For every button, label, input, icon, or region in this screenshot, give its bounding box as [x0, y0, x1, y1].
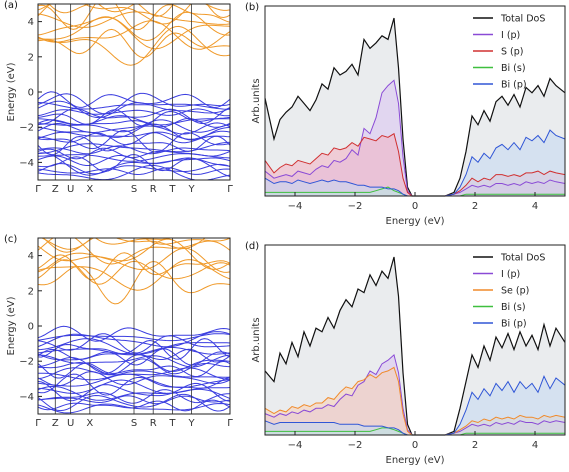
panel-label: (d)	[245, 241, 259, 252]
conduction-band	[48, 4, 230, 19]
panel-label: (c)	[4, 234, 17, 245]
dos-panel-d: −4 −2 0 2 4 Energy (eV) Arb.units (d) Total DoS I…	[245, 241, 566, 466]
kpoint-label: U	[67, 418, 74, 429]
y-tick-label: 4	[28, 17, 34, 28]
legend: Total DoS I (p) Se (p) Bi (s) Bi (p)	[473, 253, 545, 330]
dos-fill-0	[265, 257, 565, 435]
dos-line-2	[264, 366, 566, 436]
kpoint-label: T	[168, 418, 176, 429]
y-tick-label: 4	[28, 251, 34, 262]
legend-entry: Bi (p)	[501, 319, 527, 330]
x-tick-label: 2	[472, 440, 478, 451]
legend-entry: Total DoS	[500, 253, 545, 264]
kpoint-label: X	[86, 184, 93, 195]
y-tick-label: −4	[19, 392, 34, 403]
panel-label: (a)	[4, 0, 18, 11]
kpoint-label: Z	[52, 418, 59, 429]
y-tick-label: −2	[19, 123, 34, 134]
kpoint-label: Γ	[227, 184, 233, 195]
kpoint-label: T	[168, 184, 176, 195]
dos-line-4	[264, 375, 566, 436]
y-tick-label: −4	[19, 158, 34, 169]
y-tick-label: 2	[28, 286, 34, 297]
panel-label: (b)	[245, 2, 259, 13]
y-axis-label: Energy (eV)	[6, 296, 17, 355]
x-tick-label: −4	[288, 201, 303, 212]
dos-panel-b: −4 −2 0 2 4 Energy (eV) Arb.units (b) Total DoS I…	[245, 2, 566, 227]
y-tick-label: −2	[19, 357, 34, 368]
dos-line-1	[264, 79, 566, 197]
legend-entry: S (p)	[501, 47, 524, 58]
dos-fill-2	[265, 367, 565, 435]
dos-line-0	[264, 256, 566, 436]
x-tick-label: −2	[348, 201, 363, 212]
legend-entry: Se (p)	[501, 286, 529, 297]
kpoint-label: X	[86, 418, 93, 429]
y-axis-label: Energy (eV)	[6, 62, 17, 121]
dos-line-4	[264, 129, 566, 197]
conduction-band	[40, 238, 230, 250]
kpoint-label: R	[150, 184, 157, 195]
legend-entry: Total DoS	[500, 14, 545, 25]
x-tick-label: −4	[288, 440, 303, 451]
legend-entry: I (p)	[501, 269, 520, 280]
kpoint-label: S	[131, 418, 137, 429]
legend-entry: Bi (s)	[501, 63, 526, 74]
x-axis-label: Energy (eV)	[386, 455, 445, 466]
x-tick-label: 2	[472, 201, 478, 212]
kpoint-label: Y	[188, 418, 196, 429]
kpoint-label: Y	[188, 184, 196, 195]
dos-line-2	[264, 132, 566, 197]
x-axis-label: Energy (eV)	[386, 216, 445, 227]
kpoint-label: U	[67, 184, 74, 195]
legend: Total DoS I (p) S (p) Bi (s) Bi (p)	[473, 14, 545, 91]
x-tick-label: 0	[412, 201, 418, 212]
kpoint-label: Z	[52, 184, 59, 195]
y-tick-label: 0	[28, 322, 34, 333]
legend-entry: I (p)	[501, 30, 520, 41]
y-axis-label: Arb.units	[251, 78, 262, 123]
legend-entry: Bi (p)	[501, 80, 527, 91]
kpoint-label: Γ	[227, 418, 233, 429]
x-tick-label: 0	[412, 440, 418, 451]
x-tick-label: 4	[532, 201, 538, 212]
y-axis-label: Arb.units	[251, 317, 262, 362]
kpoint-label: Γ	[35, 184, 41, 195]
dos-line-1	[264, 353, 566, 436]
y-tick-label: 0	[28, 88, 34, 99]
legend-entry: Bi (s)	[501, 302, 526, 313]
dos-line-0	[264, 17, 566, 197]
y-tick-label: 2	[28, 52, 34, 63]
kpoint-label: Γ	[35, 418, 41, 429]
kpoint-label: S	[131, 184, 137, 195]
x-tick-label: −2	[348, 440, 363, 451]
kpoint-label: R	[150, 418, 157, 429]
x-tick-label: 4	[532, 440, 538, 451]
